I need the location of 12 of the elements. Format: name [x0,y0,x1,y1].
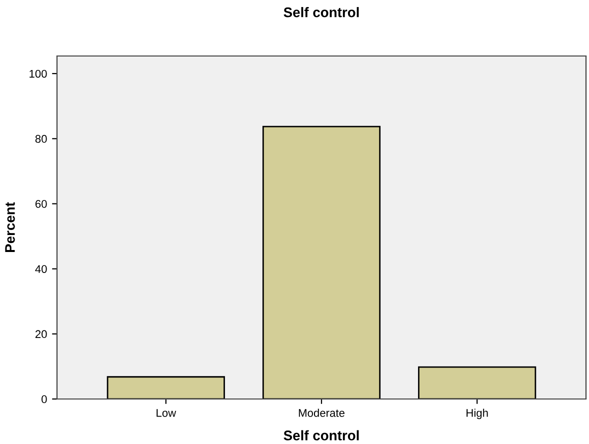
chart-title: Self control [284,7,359,18]
y-tick-label: 60 [35,200,47,208]
x-tick-label: Moderate [298,408,344,417]
y-tick-label: 80 [35,134,47,143]
x-axis-title: Self control [284,430,359,440]
x-tick-label: High [466,408,488,420]
y-tick-label: 40 [35,265,47,273]
y-tick-label: 0 [42,395,47,404]
x-tick-label: Low [156,409,176,417]
y-axis-title: Percent [5,202,15,252]
y-tick-label: 100 [30,70,47,78]
y-tick-label: 20 [35,330,47,338]
